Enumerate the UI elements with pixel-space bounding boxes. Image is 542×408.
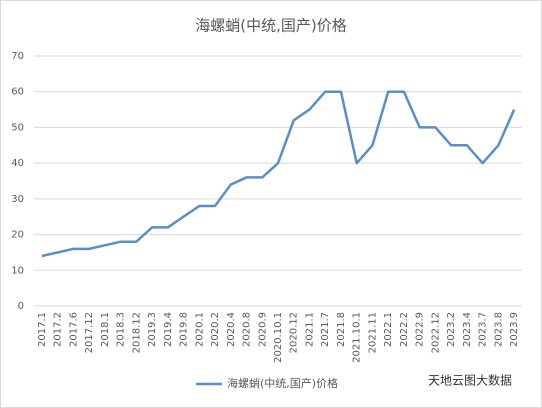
x-tick-label: 2020.8 [242,312,253,347]
x-tick-label: 2023.4 [462,312,473,347]
y-tick-label: 10 [11,265,24,276]
y-tick-label: 70 [11,51,24,62]
line [41,90,516,258]
x-tick-label: 2022.1 [383,312,394,347]
x-tick-label: 2020.4 [226,312,237,347]
x-tick-label: 2023.7 [478,312,489,347]
x-tick-label: 2022.2 [399,312,410,347]
x-tick-label: 2018.12 [131,312,142,353]
x-tick-label: 2018.3 [116,312,127,347]
x-tick-label: 2020.9 [257,312,268,347]
x-tick-label: 2022.9 [415,312,426,347]
x-tick-label: 2021.8 [336,312,347,347]
y-tick-label: 60 [11,87,24,98]
x-tick-label: 2020.12 [289,312,300,353]
x-tick-label: 2021.1 [304,312,315,347]
x-tick-label: 2018.1 [100,312,111,347]
x-tick-label: 2017.6 [68,312,79,347]
x-tick-label: 2023.8 [493,312,504,347]
x-tick-label: 2021.10.1 [352,312,363,363]
y-tick-label: 40 [11,158,24,169]
x-tick-label: 2017.12 [84,312,95,353]
x-tick-label: 2021.11 [367,312,378,353]
y-tick-label: 30 [11,194,24,205]
x-tick-label: 2017.2 [53,312,64,347]
chart-title: 海螺蛸(中统,国产)价格 [195,17,346,35]
x-tick-label: 2022.12 [430,312,441,353]
x-tick-label: 2020.2 [210,312,221,347]
x-tick-label: 2019.4 [163,312,174,347]
x-tick-label: 2021.7 [320,312,331,347]
x-tick-label: 2020.1 [194,312,205,347]
watermark: 天地云图大数据 [428,373,512,388]
y-tick-label: 50 [11,122,24,133]
x-tick-label: 2019.3 [147,312,158,347]
x-tick-label: 2023.9 [509,312,520,347]
x-tick-label: 2020.10.1 [273,312,284,363]
x-tick-label: 2023.2 [446,312,457,347]
y-tick-label: 20 [11,230,24,241]
x-tick-label: 2019.8 [179,312,190,347]
x-tick-label: 2017.1 [37,312,48,347]
y-tick-label: 0 [18,301,24,312]
legend-label: 海螺蛸(中统,国产)价格 [227,376,338,390]
